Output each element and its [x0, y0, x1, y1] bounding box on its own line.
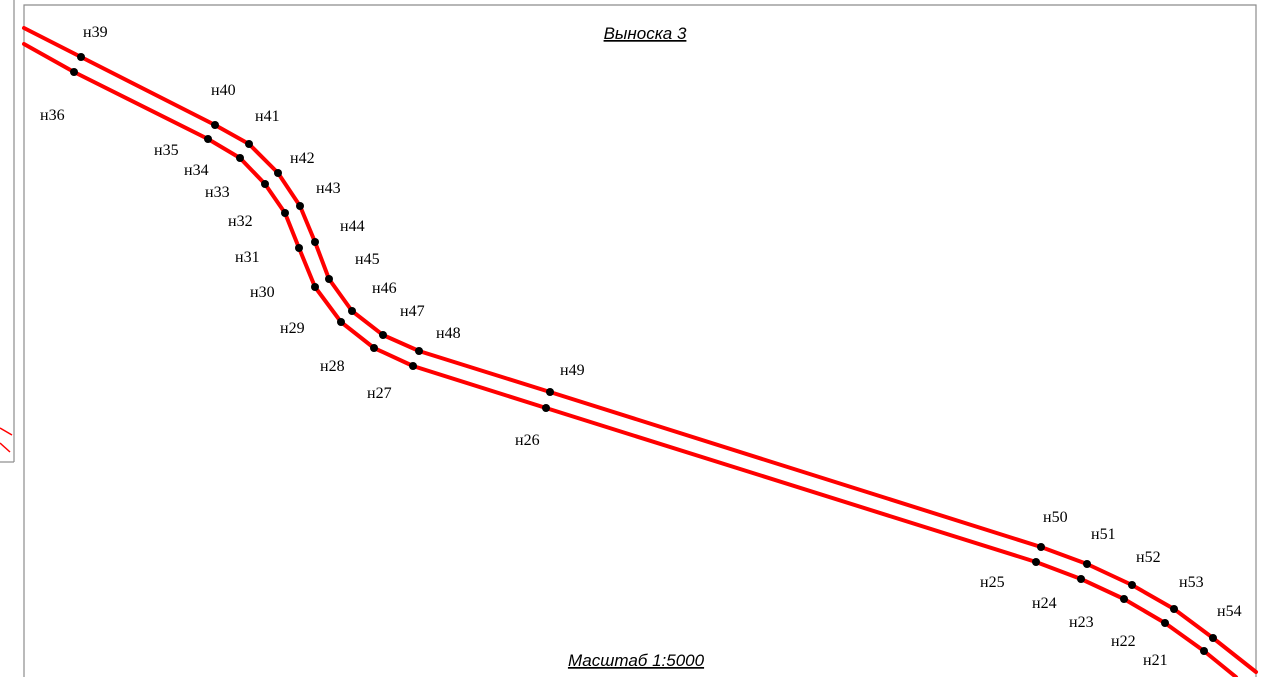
- point-label: н36: [40, 107, 65, 124]
- boundary-point-н25: [1032, 558, 1040, 566]
- boundary-point-н22: [1161, 619, 1169, 627]
- point-label: н47: [400, 303, 425, 320]
- point-label: н52: [1136, 549, 1161, 566]
- point-label: н53: [1179, 574, 1204, 591]
- boundary-point-н35: [204, 135, 212, 143]
- left-sheet-road-fragment: [0, 427, 13, 436]
- boundary-point-н34: [236, 154, 244, 162]
- boundary-point-н32: [281, 209, 289, 217]
- boundary-point-н30: [311, 283, 319, 291]
- point-label: н44: [340, 218, 365, 235]
- point-label: н32: [228, 213, 253, 230]
- road-line-upper: [22, 26, 1258, 674]
- point-label: н48: [436, 325, 461, 342]
- boundary-point-н41: [245, 140, 253, 148]
- boundary-point-н50: [1037, 543, 1045, 551]
- point-label: н28: [320, 358, 345, 375]
- point-label: н49: [560, 362, 585, 379]
- boundary-point-н23: [1120, 595, 1128, 603]
- point-label: н33: [205, 184, 230, 201]
- boundary-point-н42: [274, 169, 282, 177]
- point-label: н54: [1217, 603, 1242, 620]
- boundary-point-н29: [337, 318, 345, 326]
- boundary-point-н47: [379, 331, 387, 339]
- point-label: н34: [184, 162, 209, 179]
- point-label: н31: [235, 249, 260, 266]
- point-label: н46: [372, 280, 397, 297]
- boundary-point-н40: [211, 121, 219, 129]
- boundary-point-н48: [415, 347, 423, 355]
- point-label: н40: [211, 82, 236, 99]
- road-line-lower: [22, 42, 1238, 677]
- point-label: н51: [1091, 526, 1116, 543]
- boundary-point-н45: [325, 275, 333, 283]
- road-lines: [22, 26, 1258, 677]
- left-sheet-road-fragment-2: [0, 442, 11, 453]
- boundary-point-н49: [546, 388, 554, 396]
- boundary-point-н46: [348, 307, 356, 315]
- point-label: н23: [1069, 614, 1094, 631]
- boundary-point-н51: [1083, 560, 1091, 568]
- boundary-point-н44: [311, 238, 319, 246]
- boundary-point-н54: [1209, 634, 1217, 642]
- scale-label: Масштаб 1:5000: [568, 651, 705, 670]
- point-label: н22: [1111, 633, 1136, 650]
- point-label: н42: [290, 150, 315, 167]
- point-label: н27: [367, 385, 392, 402]
- boundary-point-н39: [77, 53, 85, 61]
- point-label: н25: [980, 574, 1005, 591]
- point-label: н29: [280, 320, 305, 337]
- point-label: н21: [1143, 652, 1168, 669]
- callout-title: Выноска 3: [604, 24, 687, 43]
- boundary-point-н31: [295, 244, 303, 252]
- boundary-point-н43: [296, 202, 304, 210]
- point-label: н41: [255, 108, 280, 125]
- boundary-point-н36: [70, 68, 78, 76]
- callout-frame: [23, 4, 1257, 677]
- point-label: н35: [154, 142, 179, 159]
- point-label: н30: [250, 284, 275, 301]
- point-label: н43: [316, 180, 341, 197]
- boundary-point-н33: [261, 180, 269, 188]
- point-label: н26: [515, 432, 540, 449]
- boundary-point-н27: [409, 362, 417, 370]
- point-label: н39: [83, 24, 108, 41]
- boundary-point-н52: [1128, 581, 1136, 589]
- point-label: н45: [355, 251, 380, 268]
- boundary-point-н26: [542, 404, 550, 412]
- boundary-point-н24: [1077, 575, 1085, 583]
- boundary-points: [70, 53, 1217, 655]
- boundary-point-н28: [370, 344, 378, 352]
- point-label: н24: [1032, 595, 1057, 612]
- boundary-point-н53: [1170, 605, 1178, 613]
- boundary-point-н21: [1200, 647, 1208, 655]
- point-label: н50: [1043, 509, 1068, 526]
